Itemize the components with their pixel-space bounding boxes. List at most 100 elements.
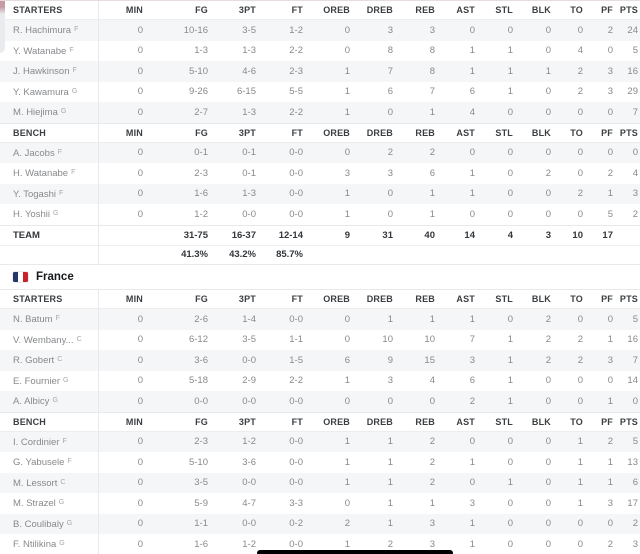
column-header: OREB bbox=[305, 289, 352, 309]
stat-cell: 0 bbox=[137, 375, 143, 386]
stat-cell: 1-2 bbox=[242, 538, 256, 550]
stat-cell: 2 bbox=[395, 431, 437, 452]
stat-cell: 2 bbox=[553, 183, 585, 204]
stats-header-row: STARTERS MIN FG 3PT FT OREB DREB REB AST STL BLK TO… bbox=[0, 1, 640, 20]
stat-cell: 0 bbox=[477, 513, 515, 534]
stat-cell: 0 bbox=[469, 208, 475, 220]
stat-cell: 0 bbox=[344, 45, 350, 56]
stat-cell: 1 bbox=[387, 456, 393, 468]
stat-cell: 1 bbox=[469, 538, 475, 550]
player-row[interactable]: Y. Watanabe F 0 1-3 1-3 2-2 0 8 8 1 1 0 4 0 5 bbox=[0, 40, 640, 61]
column-header: STL bbox=[477, 289, 515, 309]
stat-cell: 1-3 bbox=[210, 183, 258, 204]
position-superscript: F bbox=[71, 169, 76, 176]
stat-cell: 0 bbox=[98, 308, 145, 330]
team-header: France bbox=[0, 265, 640, 289]
column-header: AST bbox=[437, 122, 477, 143]
stat-cell: 3 bbox=[615, 183, 640, 204]
stat-cell: 0 bbox=[98, 61, 145, 82]
stat-cell: 6 bbox=[469, 86, 475, 97]
player-row[interactable]: R. Hachimura F 0 10-16 3-5 1-2 0 3 3 0 0 0 0 2 24 bbox=[0, 19, 640, 41]
column-header: MIN bbox=[98, 1, 145, 20]
stat-cell: 1 bbox=[585, 391, 615, 412]
stat-cell: 2-3 bbox=[258, 61, 305, 82]
player-row[interactable]: G. Yabusele F 0 5-10 3-6 0-0 1 1 2 1 0 0 1 1 13 bbox=[0, 452, 640, 473]
column-header: FG bbox=[145, 411, 210, 432]
position-superscript: G bbox=[52, 397, 58, 404]
stat-cell: 1 bbox=[577, 497, 583, 509]
player-name-cell: V. Wembany... C bbox=[0, 329, 99, 350]
stat-cell: 3 bbox=[395, 513, 437, 534]
player-row[interactable]: B. Coulibaly G 0 1-1 0-0 0-2 2 1 3 1 0 0 0 0 2 bbox=[0, 513, 640, 534]
column-header: MIN bbox=[98, 289, 145, 309]
stat-cell: 0 bbox=[98, 142, 145, 163]
player-name-cell: Y. Togashi F bbox=[0, 183, 99, 204]
section-label: BENCH bbox=[0, 411, 99, 432]
stat-cell: 2-3 bbox=[145, 431, 210, 452]
player-name-cell: Y. Watanabe F bbox=[0, 40, 99, 61]
stat-cell: 0-0 bbox=[258, 391, 305, 412]
stat-cell: 13 bbox=[627, 456, 638, 468]
stat-cell: 0 bbox=[585, 102, 615, 123]
team-total-cell: 10 bbox=[553, 224, 585, 246]
player-name-cell: B. Coulibaly G bbox=[0, 513, 99, 534]
player-row[interactable]: F. Ntilikina G 0 1-6 1-2 0-0 1 2 3 1 0 0 0 2 3 bbox=[0, 534, 640, 554]
player-row[interactable]: V. Wembany... C 0 6-12 3-5 1-1 0 10 10 7 1 2 2 1 16 bbox=[0, 329, 640, 350]
stat-cell: 0-0 bbox=[258, 183, 305, 204]
stat-cell: 0 bbox=[477, 19, 515, 41]
player-row[interactable]: M. Lessort C 0 3-5 0-0 0-0 1 1 2 0 1 0 1 1 6 bbox=[0, 472, 640, 493]
player-row[interactable]: R. Gobert C 0 3-6 0-0 1-5 6 9 15 3 1 2 2 3 7 bbox=[0, 350, 640, 371]
player-row[interactable]: I. Cordinier F 0 2-3 1-2 0-0 1 1 2 0 0 0 1 2 5 bbox=[0, 431, 640, 452]
player-row[interactable]: M. Strazel G 0 5-9 4-7 3-3 0 1 1 3 0 0 1 3 17 bbox=[0, 493, 640, 514]
column-header: AST bbox=[437, 289, 477, 309]
stat-cell: 2 bbox=[577, 334, 583, 345]
stat-cell: 0 bbox=[545, 456, 551, 468]
stat-cell: 1 bbox=[507, 334, 513, 345]
stat-cell: 0 bbox=[98, 350, 145, 371]
player-row[interactable]: H. Watanabe F 0 2-3 0-1 0-0 3 3 6 1 0 2 0 2 4 bbox=[0, 163, 640, 184]
stat-cell: 0 bbox=[577, 167, 583, 179]
stat-cell: 16 bbox=[615, 61, 640, 82]
player-name: H. Yoshii bbox=[13, 209, 50, 220]
player-row[interactable]: M. Hiejima G 0 2-7 1-3 2-2 1 0 1 4 0 0 0 0 7 bbox=[0, 102, 640, 123]
column-header: TO bbox=[553, 1, 585, 20]
player-row[interactable]: A. Albicy G 0 0-0 0-0 0-0 0 0 0 2 1 0 0 1 0 bbox=[0, 391, 640, 412]
stat-cell: 2 bbox=[387, 538, 393, 550]
team-total-cell: 12-14 bbox=[258, 224, 305, 246]
stat-cell: 2-2 bbox=[289, 45, 303, 56]
stat-cell: 1 bbox=[607, 334, 613, 345]
player-name-cell: A. Jacobs F bbox=[0, 142, 99, 163]
player-row[interactable]: A. Jacobs F 0 0-1 0-1 0-0 0 2 2 0 0 0 0 0 0 bbox=[0, 142, 640, 163]
position-superscript: G bbox=[59, 540, 65, 547]
column-header: DREB bbox=[352, 411, 395, 432]
team-total-cell: 4 bbox=[477, 224, 515, 246]
column-header: FG bbox=[145, 122, 210, 143]
stat-cell: 4-7 bbox=[242, 497, 256, 509]
column-header: DREB bbox=[352, 122, 395, 143]
player-row[interactable]: E. Fournier G 0 5-18 2-9 2-2 1 3 4 6 1 0 0 0 14 bbox=[0, 370, 640, 391]
player-row[interactable]: Y. Togashi F 0 1-6 1-3 0-0 1 0 1 1 0 0 2 1 3 bbox=[0, 183, 640, 204]
stat-cell: 0 bbox=[137, 456, 143, 468]
stat-cell: 3-6 bbox=[145, 350, 210, 371]
column-header: 3PT bbox=[210, 1, 258, 20]
stat-cell: 0 bbox=[515, 472, 553, 493]
stat-cell: 1 bbox=[577, 456, 583, 468]
column-header: PTS bbox=[615, 411, 640, 432]
percentage-cell: 85.7% bbox=[258, 245, 305, 265]
stat-cell: 3 bbox=[469, 497, 475, 509]
player-row[interactable]: H. Yoshii G 0 1-2 0-0 0-0 1 0 1 0 0 0 0 5 2 bbox=[0, 204, 640, 225]
player-row[interactable]: N. Batum F 0 2-6 1-4 0-0 0 1 1 1 0 2 0 0 5 bbox=[0, 308, 640, 330]
column-header: 3PT bbox=[210, 411, 258, 432]
stat-cell: 0 bbox=[577, 538, 583, 550]
home-indicator-bar[interactable] bbox=[257, 550, 453, 554]
stat-cell: 1 bbox=[469, 45, 475, 56]
stat-cell: 0 bbox=[553, 19, 585, 41]
flag-stripe bbox=[18, 272, 23, 282]
player-row[interactable]: Y. Kawamura G 0 9-26 6-15 5-5 1 6 7 6 1 0 2 3 29 bbox=[0, 81, 640, 102]
stat-cell: 3 bbox=[387, 375, 393, 386]
column-header: PF bbox=[585, 411, 615, 432]
player-row[interactable]: J. Hawkinson F 0 5-10 4-6 2-3 1 7 8 1 1 1 2 3 16 bbox=[0, 61, 640, 82]
stat-cell: 0-2 bbox=[258, 513, 305, 534]
stat-cell: 1 bbox=[437, 61, 477, 82]
stat-cell: 1 bbox=[344, 538, 350, 550]
